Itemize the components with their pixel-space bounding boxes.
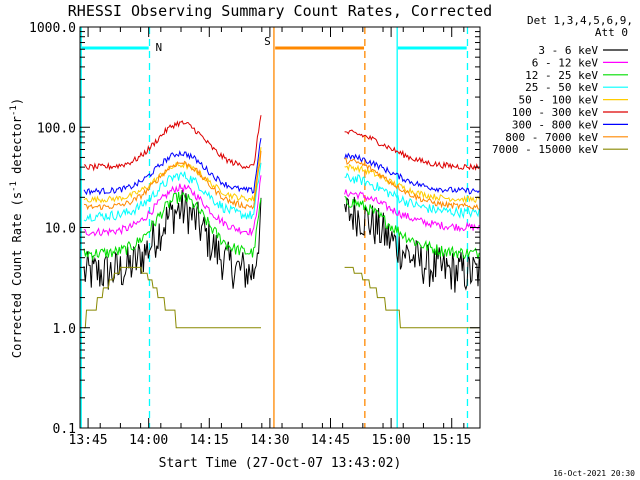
series-line-7 bbox=[83, 138, 480, 196]
x-tick-label: 14:45 bbox=[311, 433, 350, 448]
series-line-4 bbox=[83, 162, 480, 222]
legend-label-8: 800 - 7000 keV bbox=[505, 131, 598, 144]
x-tick-label: 14:00 bbox=[129, 433, 168, 448]
y-axis-label: Corrected Count Rate (s-1 detector-1) bbox=[9, 98, 24, 358]
x-tick-label: 15:00 bbox=[372, 433, 411, 448]
svg-text:Corrected Count Rate (s-1 dete: Corrected Count Rate (s-1 detector-1) bbox=[9, 98, 24, 358]
series-line-9 bbox=[84, 266, 480, 329]
series-line-3 bbox=[83, 192, 480, 262]
y-axis-label-sup1: -1 bbox=[9, 181, 19, 192]
y-tick-label: 0.1 bbox=[53, 422, 76, 437]
series-line-5 bbox=[83, 147, 480, 204]
x-tick-label: 13:45 bbox=[69, 433, 108, 448]
series-line-2 bbox=[83, 175, 480, 237]
legend-label-5: 50 - 100 keV bbox=[519, 94, 599, 107]
saa-label: S bbox=[264, 35, 271, 48]
series-line-6 bbox=[83, 115, 480, 172]
legend-label-4: 25 - 50 keV bbox=[525, 81, 598, 94]
legend-label-9: 7000 - 15000 keV bbox=[492, 143, 598, 156]
footer-date: 16-Oct-2021 20:30 bbox=[553, 469, 635, 478]
y-axis-label-mid: detector bbox=[10, 116, 24, 181]
y-tick-label: 1000.0 bbox=[29, 21, 76, 36]
y-tick-label: 10.0 bbox=[45, 222, 76, 237]
night-label: N bbox=[155, 41, 162, 54]
legend-label-2: 6 - 12 keV bbox=[532, 56, 599, 69]
x-tick-label: 14:15 bbox=[190, 433, 229, 448]
x-tick-label: 14:30 bbox=[250, 433, 289, 448]
chart-title: RHESSI Observing Summary Count Rates, Co… bbox=[68, 2, 492, 20]
series-line-8 bbox=[83, 150, 480, 211]
x-axis-label: Start Time (27-Oct-07 13:43:02) bbox=[159, 456, 402, 471]
axes: 0.1 1.0 10.0 100.0 1000.0 13:45 14:00 14:15 14:3… bbox=[29, 21, 481, 448]
legend-label-1: 3 - 6 keV bbox=[538, 44, 598, 57]
x-tick-label: 15:15 bbox=[432, 433, 471, 448]
y-tick-label: 100.0 bbox=[37, 121, 76, 136]
y-axis-label-main: Corrected Count Rate (s bbox=[10, 192, 24, 358]
y-axis-label-end: ) bbox=[10, 98, 24, 105]
y-axis-label-sup2: -1 bbox=[9, 105, 19, 116]
plot-frame bbox=[79, 26, 481, 429]
legend-label-7: 300 - 800 keV bbox=[512, 118, 598, 131]
legend-label-3: 12 - 25 keV bbox=[525, 69, 598, 82]
y-tick-label: 1.0 bbox=[53, 322, 76, 337]
legend-header-2: Att 0 bbox=[595, 26, 628, 39]
legend-header-1: Det 1,3,4,5,6,9, bbox=[527, 14, 633, 27]
legend-label-6: 100 - 300 keV bbox=[512, 106, 598, 119]
